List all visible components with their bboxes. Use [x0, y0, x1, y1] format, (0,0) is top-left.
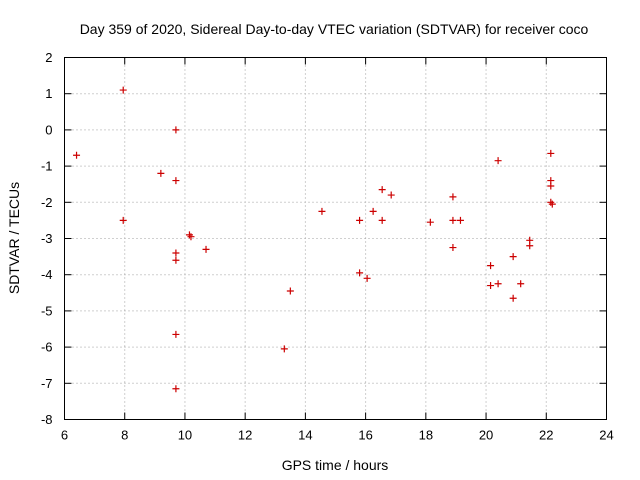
data-point: [487, 282, 495, 290]
data-point: [172, 249, 180, 257]
x-tick-label: 24: [599, 428, 613, 443]
y-tick-label: -5: [41, 303, 53, 318]
data-point: [547, 182, 555, 190]
data-point: [449, 193, 457, 201]
x-tick-label: 16: [358, 428, 372, 443]
grid-layer: [64, 57, 607, 420]
data-point: [119, 86, 127, 94]
data-point: [356, 269, 364, 277]
data-point: [185, 231, 193, 239]
data-point: [494, 280, 502, 288]
data-point: [172, 385, 180, 393]
data-point: [517, 280, 525, 288]
y-tick-label: -3: [41, 231, 53, 246]
data-points: [73, 86, 556, 393]
data-point: [378, 186, 386, 194]
data-point: [172, 330, 180, 338]
x-tick-label: 8: [121, 428, 128, 443]
data-point: [172, 126, 180, 134]
x-tick-label: 12: [238, 428, 252, 443]
data-point: [73, 151, 81, 159]
x-tick-label: 6: [61, 428, 68, 443]
data-point: [187, 233, 195, 241]
data-point: [456, 216, 464, 224]
data-point: [449, 216, 457, 224]
x-tick-label: 14: [298, 428, 312, 443]
y-tick-label: -6: [41, 340, 53, 355]
data-point: [449, 244, 457, 252]
y-axis-label: SDTVAR / TECUs: [6, 182, 22, 294]
x-tick-label: 20: [479, 428, 493, 443]
chart-title: Day 359 of 2020, Sidereal Day-to-day VTE…: [80, 21, 589, 37]
y-tick-label: -4: [41, 267, 53, 282]
data-point: [509, 294, 517, 302]
x-tick-label: 18: [419, 428, 433, 443]
y-tick-label: -7: [41, 376, 53, 391]
data-point: [172, 256, 180, 264]
data-point: [157, 169, 165, 177]
y-tick-label: -1: [41, 159, 53, 174]
data-point: [280, 345, 288, 353]
data-point: [509, 253, 517, 261]
y-tick-label: 0: [45, 122, 52, 137]
data-point: [119, 216, 127, 224]
y-tick-label: 1: [45, 86, 52, 101]
x-tick-label: 22: [539, 428, 553, 443]
y-tick-label: -8: [41, 412, 53, 427]
data-point: [548, 200, 556, 208]
data-point: [369, 207, 377, 215]
data-point: [494, 157, 502, 165]
data-point: [526, 242, 534, 250]
data-point: [363, 274, 371, 282]
y-tick-label: -2: [41, 195, 53, 210]
data-point: [426, 218, 434, 226]
data-point: [286, 287, 294, 295]
x-tick-label: 10: [178, 428, 192, 443]
y-tick-label: 2: [45, 50, 52, 65]
data-point: [202, 245, 210, 253]
data-point: [487, 262, 495, 270]
data-point: [318, 207, 326, 215]
data-point: [387, 191, 395, 199]
data-point: [172, 177, 180, 185]
data-point: [547, 149, 555, 157]
data-point: [378, 216, 386, 224]
data-point: [356, 216, 364, 224]
x-axis-label: GPS time / hours: [282, 457, 389, 473]
data-point: [547, 198, 555, 206]
